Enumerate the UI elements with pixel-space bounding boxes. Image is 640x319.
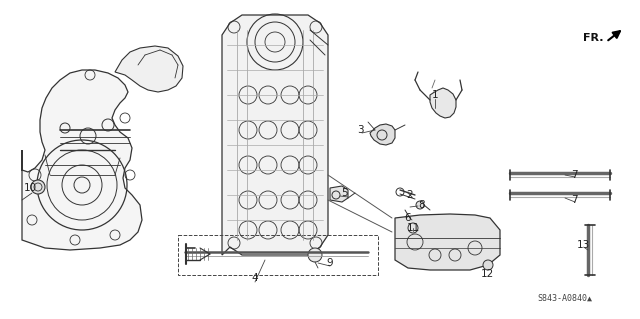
Circle shape: [31, 180, 45, 194]
Text: 1: 1: [432, 90, 438, 100]
Polygon shape: [22, 70, 142, 250]
Text: 11: 11: [406, 223, 420, 233]
Polygon shape: [330, 186, 348, 202]
Bar: [178, 235, 378, 275]
Text: 5: 5: [342, 188, 348, 198]
Circle shape: [308, 248, 322, 262]
Polygon shape: [222, 15, 328, 255]
Text: 7: 7: [571, 195, 577, 205]
Polygon shape: [395, 214, 500, 270]
Text: 9: 9: [326, 258, 333, 268]
Text: 12: 12: [481, 269, 493, 279]
Text: 3: 3: [356, 125, 364, 135]
Circle shape: [416, 201, 424, 209]
Text: 13: 13: [577, 240, 589, 250]
Text: 6: 6: [404, 213, 412, 223]
Text: FR.: FR.: [582, 33, 603, 43]
Polygon shape: [370, 124, 395, 145]
Text: 10: 10: [24, 183, 36, 193]
Text: S843-A0840▲: S843-A0840▲: [538, 293, 593, 302]
Text: 4: 4: [252, 273, 259, 283]
Text: 2: 2: [406, 190, 413, 200]
Text: 8: 8: [419, 200, 426, 210]
Text: 7: 7: [571, 170, 577, 180]
Polygon shape: [115, 46, 183, 92]
Circle shape: [483, 260, 493, 270]
Polygon shape: [430, 88, 456, 118]
